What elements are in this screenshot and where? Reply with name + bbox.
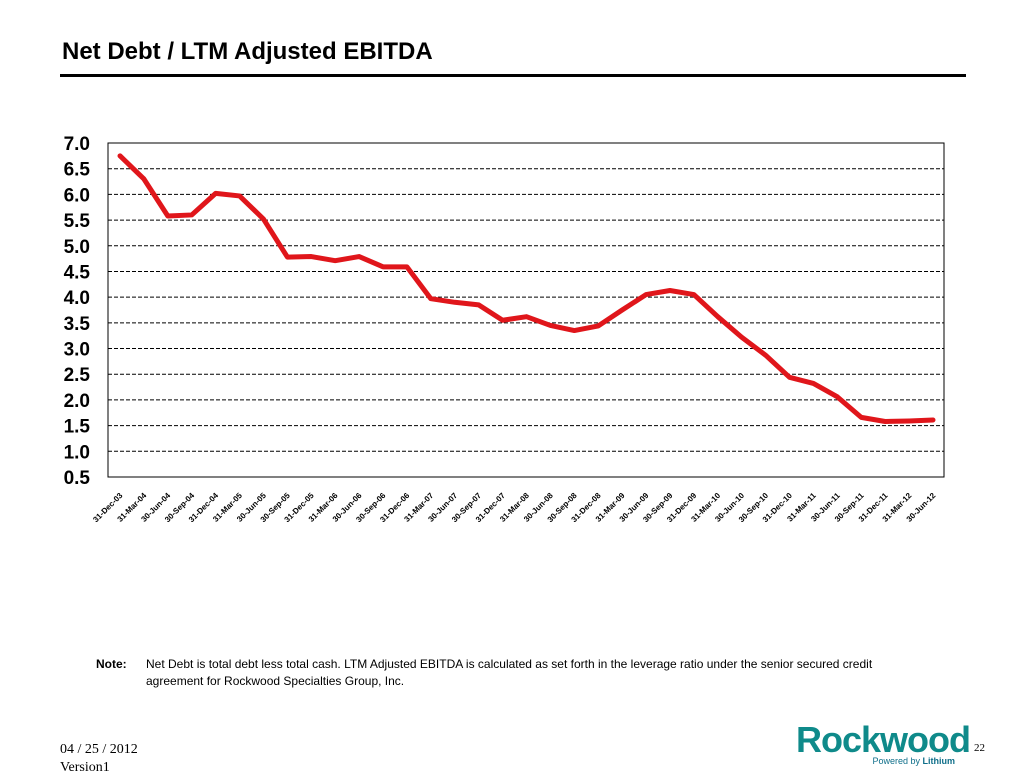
data-point	[597, 325, 599, 327]
data-point	[573, 330, 575, 332]
title-divider	[60, 74, 966, 77]
page-number: 22	[974, 742, 985, 754]
logo-tagline-prefix: Powered by	[872, 756, 920, 766]
data-point	[191, 214, 193, 216]
data-point	[621, 309, 623, 311]
footer-version: Version1	[60, 760, 110, 775]
data-point	[478, 304, 480, 306]
data-point	[836, 396, 838, 398]
data-point	[310, 256, 312, 258]
y-tick-label: 5.5	[64, 211, 91, 232]
data-point	[502, 319, 504, 321]
data-point	[884, 421, 886, 423]
y-tick-label: 0.5	[64, 468, 91, 489]
note-label: Note:	[96, 657, 127, 671]
data-point	[549, 324, 551, 326]
footnote: Note: Net Debt is total debt less total …	[96, 656, 926, 690]
data-point	[286, 256, 288, 258]
series-line	[117, 153, 936, 425]
data-point	[262, 218, 264, 220]
slide-title: Net Debt / LTM Adjusted EBITDA	[62, 38, 433, 65]
data-point	[932, 419, 934, 421]
plot-area-frame	[107, 142, 945, 478]
y-axis-ticks: 7.0 6.5 6.0 5.5 5.0 4.5 4.0 3.5 3.0 2.5 2.0 1.5 1.0 0…	[64, 134, 91, 489]
line-chart: 7.0 6.5 6.0 5.5 5.0 4.5 4.0 3.5 3.0 2.5 2.0 1.5 1.0 0…	[64, 134, 945, 524]
footer-date: 04 / 25 / 2012	[60, 742, 138, 757]
logo-tagline-brand: Lithium	[922, 756, 956, 766]
logo-tagline: Powered by Lithium	[872, 756, 955, 766]
y-tick-label: 3.0	[64, 340, 90, 361]
data-point	[143, 178, 145, 180]
data-point	[741, 336, 743, 338]
y-tick-label: 2.5	[64, 365, 91, 386]
data-point	[765, 354, 767, 356]
note-text: Net Debt is total debt less total cash. …	[146, 657, 873, 688]
data-point	[717, 316, 719, 318]
rockwood-logo: Rockwood Powered by Lithium	[796, 722, 971, 768]
x-axis-ticks: 31-Dec-0331-Mar-0430-Jun-0430-Sep-0431-D…	[91, 491, 937, 524]
y-tick-label: 7.0	[64, 134, 90, 155]
y-tick-label: 3.5	[64, 314, 91, 335]
data-point	[789, 376, 791, 378]
data-point	[860, 416, 862, 418]
data-point	[215, 192, 217, 194]
data-point	[454, 301, 456, 303]
y-tick-label: 6.5	[64, 160, 91, 181]
y-tick-label: 1.0	[64, 442, 90, 463]
y-tick-label: 4.5	[64, 262, 91, 283]
logo-wordmark: Rockwood	[796, 719, 971, 760]
y-tick-label: 5.0	[64, 237, 90, 258]
data-point	[406, 266, 408, 268]
data-point	[908, 420, 910, 422]
series-layer	[117, 153, 936, 425]
y-tick-label: 2.0	[64, 391, 90, 412]
gridlines	[108, 168, 944, 452]
data-point	[334, 260, 336, 262]
data-point	[430, 298, 432, 300]
y-tick-label: 6.0	[64, 185, 90, 206]
data-point	[812, 382, 814, 384]
y-tick-label: 4.0	[64, 288, 90, 309]
data-point	[358, 256, 360, 258]
data-point	[526, 316, 527, 318]
data-point	[669, 289, 671, 291]
data-point	[693, 294, 695, 296]
data-point	[239, 195, 241, 197]
data-point	[382, 266, 384, 268]
data-point	[645, 294, 647, 296]
data-point	[119, 155, 121, 157]
y-tick-label: 1.5	[64, 417, 91, 438]
data-point	[167, 215, 169, 217]
